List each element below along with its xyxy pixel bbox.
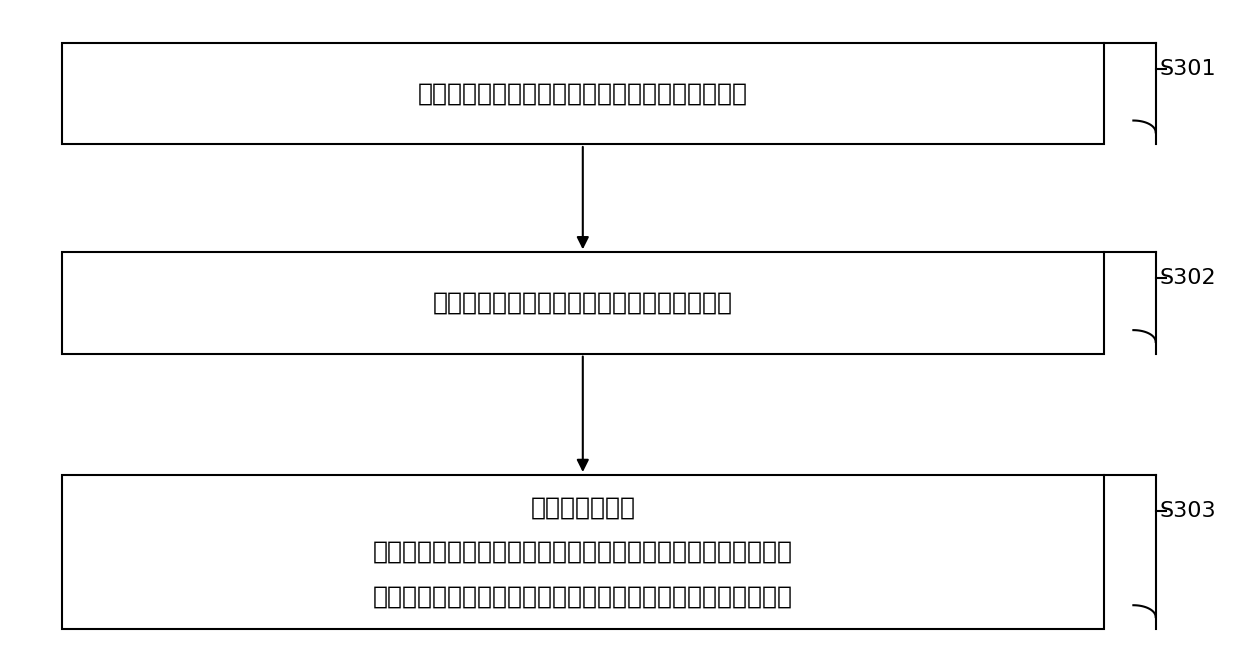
Text: S301: S301: [1159, 59, 1216, 79]
Text: 状态而改变对胶囊内窥镜的永磁体施加磁场力，驱动胶囊内窥镜: 状态而改变对胶囊内窥镜的永磁体施加磁场力，驱动胶囊内窥镜: [373, 540, 792, 564]
FancyBboxPatch shape: [62, 475, 1104, 629]
FancyBboxPatch shape: [62, 252, 1104, 354]
Text: 根据内腔图片确定胶囊内窥镜的移动目标位置: 根据内腔图片确定胶囊内窥镜的移动目标位置: [433, 291, 733, 315]
Text: 接收胶囊内窥镜的无线通讯设备所发送的内腔图片: 接收胶囊内窥镜的无线通讯设备所发送的内腔图片: [418, 81, 748, 105]
Text: 移动至目标位置: 移动至目标位置: [531, 495, 635, 519]
Text: S302: S302: [1159, 269, 1216, 288]
FancyBboxPatch shape: [62, 43, 1104, 144]
Text: 根据目标位置，控制胶囊内窥镜控制设备中多个电磁铁接通电流: 根据目标位置，控制胶囊内窥镜控制设备中多个电磁铁接通电流: [373, 584, 792, 608]
Text: S303: S303: [1159, 501, 1216, 521]
